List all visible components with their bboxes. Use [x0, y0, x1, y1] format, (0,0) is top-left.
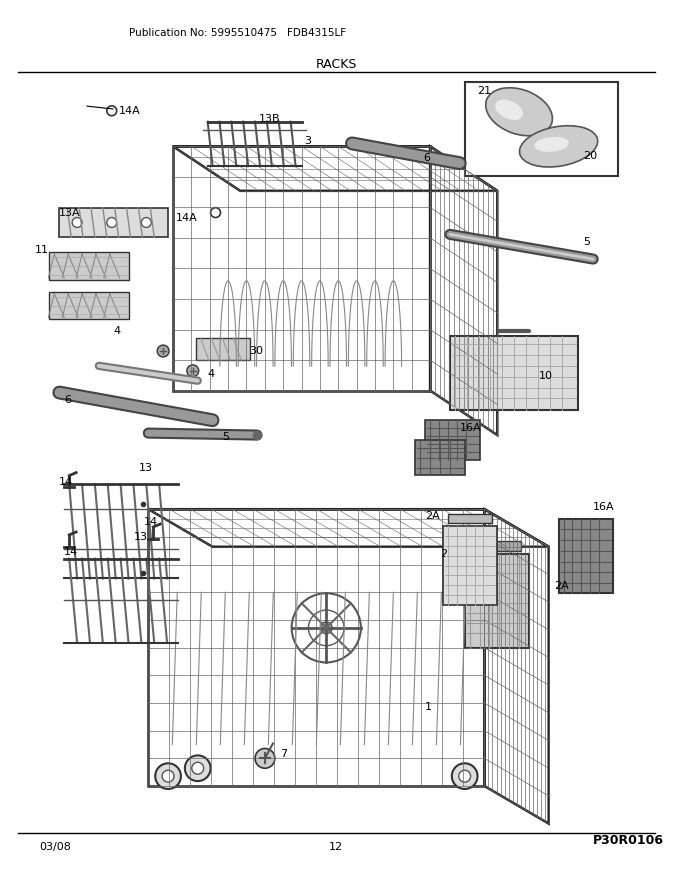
Text: 2: 2 — [440, 549, 447, 559]
Bar — [425, 421, 479, 459]
Circle shape — [452, 763, 477, 789]
Circle shape — [320, 622, 333, 634]
Bar — [50, 291, 129, 319]
Circle shape — [141, 217, 151, 227]
Text: 14A: 14A — [87, 106, 140, 116]
Bar — [415, 440, 464, 474]
Text: 14: 14 — [59, 477, 73, 487]
Text: 6: 6 — [65, 395, 71, 406]
Text: 03/08: 03/08 — [39, 842, 71, 853]
Text: 11: 11 — [35, 246, 48, 255]
Bar — [196, 338, 250, 360]
Text: 5: 5 — [583, 238, 590, 247]
Circle shape — [72, 217, 82, 227]
Circle shape — [459, 770, 471, 782]
Text: 20: 20 — [583, 151, 598, 161]
Circle shape — [192, 762, 204, 774]
Text: 14: 14 — [65, 546, 78, 557]
Text: 12: 12 — [329, 842, 343, 853]
Text: 3: 3 — [305, 136, 311, 146]
Bar — [464, 554, 529, 648]
Text: 30: 30 — [249, 346, 263, 356]
Circle shape — [155, 763, 181, 789]
Circle shape — [211, 208, 220, 217]
Circle shape — [162, 770, 174, 782]
Circle shape — [255, 749, 275, 768]
Bar — [148, 510, 484, 786]
Bar — [443, 526, 497, 605]
Text: P30R0106: P30R0106 — [593, 834, 664, 847]
Text: 6: 6 — [423, 153, 430, 163]
Bar — [450, 336, 579, 410]
Bar — [448, 514, 492, 523]
Text: RACKS: RACKS — [316, 58, 357, 70]
Bar — [473, 541, 521, 551]
Text: 2A: 2A — [554, 582, 568, 591]
Bar — [50, 253, 129, 280]
Text: 13A: 13A — [59, 208, 81, 217]
Text: 13: 13 — [139, 463, 152, 473]
Text: 5: 5 — [222, 432, 229, 442]
Text: 13B: 13B — [259, 114, 281, 124]
Text: 2A: 2A — [425, 511, 440, 521]
Ellipse shape — [520, 126, 598, 167]
Circle shape — [185, 755, 211, 781]
Text: 16A: 16A — [460, 423, 481, 433]
Ellipse shape — [495, 99, 523, 120]
Bar — [558, 519, 613, 593]
Text: 14A: 14A — [176, 213, 198, 223]
Text: 13: 13 — [133, 532, 148, 542]
Text: 21: 21 — [477, 86, 492, 96]
Ellipse shape — [534, 137, 569, 152]
Text: 14: 14 — [143, 517, 158, 527]
Bar — [464, 82, 618, 176]
Text: 4: 4 — [207, 369, 215, 378]
Bar — [173, 146, 430, 391]
Circle shape — [107, 217, 117, 227]
Text: 16A: 16A — [593, 502, 615, 512]
Text: 7: 7 — [279, 750, 287, 759]
Text: 10: 10 — [539, 370, 553, 381]
Text: 1: 1 — [425, 702, 432, 712]
Circle shape — [107, 106, 117, 115]
Text: FDB4315LF: FDB4315LF — [287, 27, 346, 38]
Text: 4: 4 — [114, 326, 121, 336]
Text: Publication No: 5995510475: Publication No: 5995510475 — [129, 27, 277, 38]
Circle shape — [157, 345, 169, 357]
Circle shape — [187, 365, 199, 377]
Bar — [59, 208, 168, 238]
Ellipse shape — [486, 88, 552, 136]
